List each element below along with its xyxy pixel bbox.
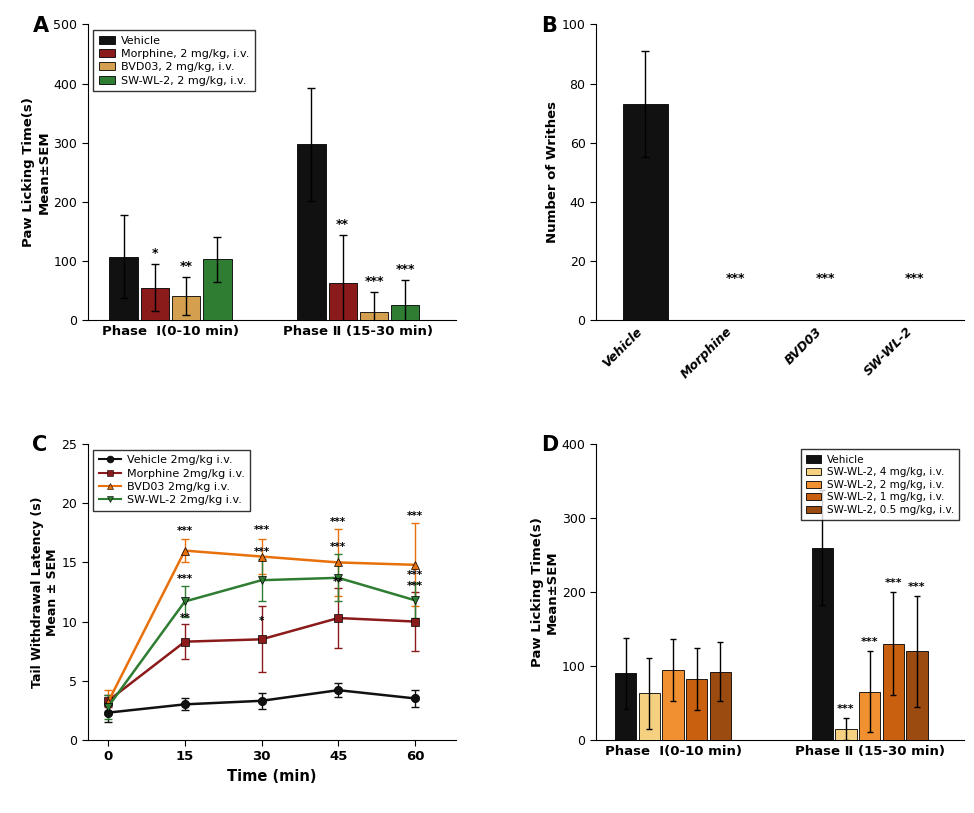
Text: ***: *** (177, 574, 193, 584)
Bar (109, 257, 137, 320)
Text: ***: *** (837, 704, 854, 714)
Bar (392, 305, 420, 320)
Bar (616, 673, 636, 740)
Bar (686, 679, 707, 740)
Text: ***: *** (726, 272, 745, 285)
Text: **: ** (336, 219, 350, 232)
Text: ***: *** (407, 570, 423, 580)
Text: *: * (259, 616, 264, 626)
Text: ***: *** (815, 272, 835, 285)
Text: ***: *** (253, 546, 270, 557)
Bar (662, 670, 684, 740)
Bar (141, 288, 169, 320)
Text: D: D (541, 435, 558, 455)
Text: **: ** (179, 260, 193, 273)
Text: *: * (152, 246, 158, 259)
Text: C: C (32, 435, 48, 455)
Text: ***: *** (407, 580, 423, 591)
Bar (882, 644, 904, 740)
Text: ***: *** (905, 272, 924, 285)
Bar (906, 651, 927, 740)
Bar (360, 312, 388, 320)
Legend: Vehicle, Morphine, 2 mg/kg, i.v., BVD03, 2 mg/kg, i.v., SW-WL-2, 2 mg/kg, i.v.: Vehicle, Morphine, 2 mg/kg, i.v., BVD03,… (94, 30, 255, 91)
Text: A: A (32, 15, 49, 36)
Bar (811, 548, 833, 740)
Text: ***: *** (253, 525, 270, 535)
Y-axis label: Tail Withdrawal Latency (s)
Mean ± SEM: Tail Withdrawal Latency (s) Mean ± SEM (30, 496, 58, 688)
Text: **: ** (179, 613, 190, 623)
Text: **: ** (333, 577, 344, 587)
Bar (623, 104, 668, 320)
Text: ***: *** (395, 263, 415, 276)
Bar (297, 145, 325, 320)
X-axis label: Time (min): Time (min) (227, 769, 317, 784)
Text: ***: *** (364, 275, 384, 288)
Bar (328, 283, 356, 320)
Bar (710, 672, 731, 740)
Text: ***: *** (884, 578, 902, 589)
Text: ***: *** (177, 527, 193, 537)
Y-axis label: Paw Licking Time(s)
Mean±SEM: Paw Licking Time(s) Mean±SEM (22, 98, 51, 247)
Bar (172, 297, 201, 320)
Text: ***: *** (861, 637, 879, 647)
Bar (204, 259, 232, 320)
Text: ***: *** (330, 517, 347, 527)
Legend: Vehicle 2mg/kg i.v., Morphine 2mg/kg i.v., BVD03 2mg/kg i.v., SW-WL-2 2mg/kg i.v: Vehicle 2mg/kg i.v., Morphine 2mg/kg i.v… (94, 450, 250, 511)
Text: ***: *** (407, 511, 423, 521)
Y-axis label: Paw Licking Time(s)
Mean±SEM: Paw Licking Time(s) Mean±SEM (531, 517, 559, 667)
Text: B: B (541, 15, 556, 36)
Bar (639, 693, 660, 740)
Y-axis label: Number of Writhes: Number of Writhes (545, 101, 559, 243)
Bar (859, 692, 880, 740)
Text: ***: *** (908, 582, 925, 592)
Bar (836, 728, 856, 740)
Text: ***: *** (330, 541, 347, 552)
Legend: Vehicle, SW-WL-2, 4 mg/kg, i.v., SW-WL-2, 2 mg/kg, i.v., SW-WL-2, 1 mg/kg, i.v.,: Vehicle, SW-WL-2, 4 mg/kg, i.v., SW-WL-2… (801, 450, 959, 520)
